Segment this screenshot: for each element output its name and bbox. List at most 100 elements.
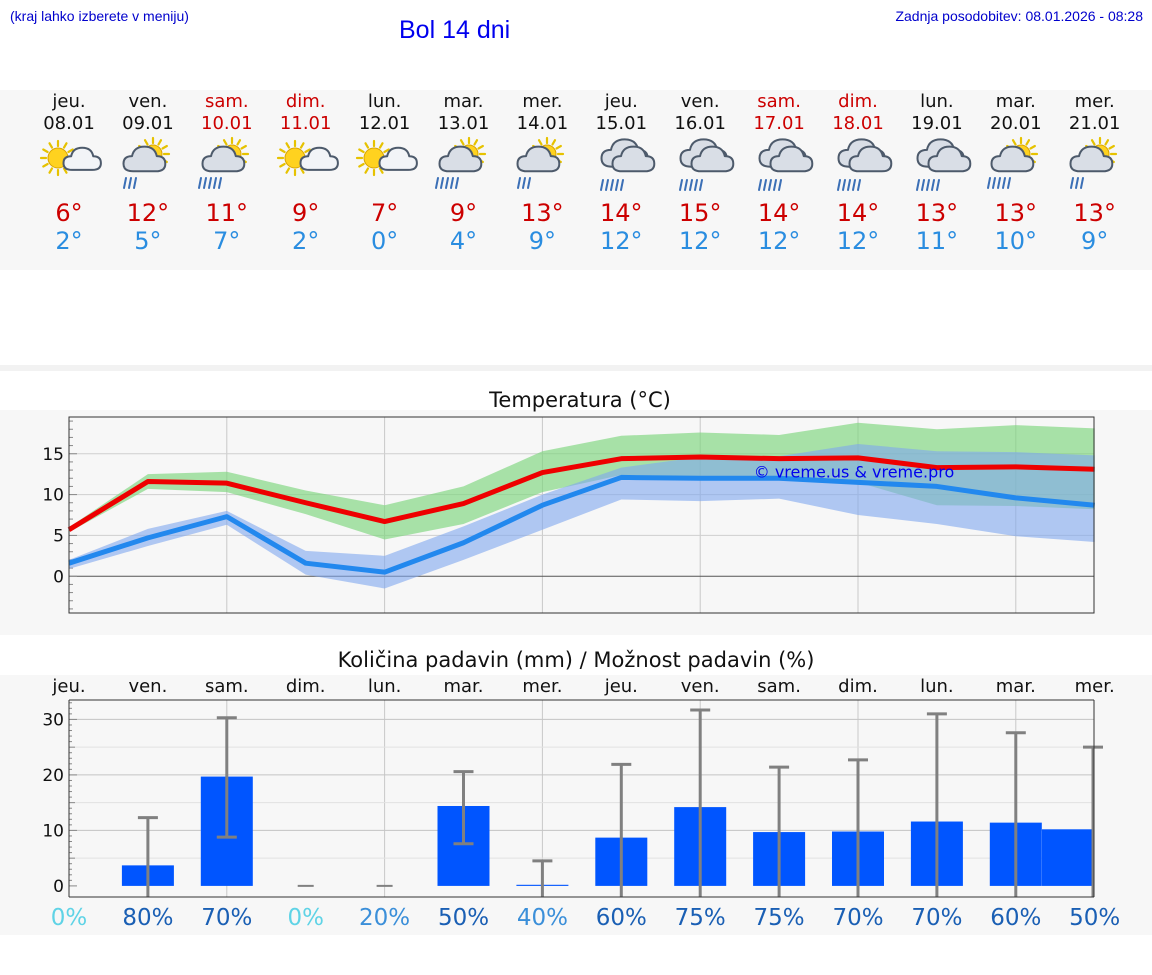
precip-day-label: jeu. bbox=[52, 676, 86, 697]
precip-probability: 60% bbox=[595, 905, 647, 931]
sun-cloud-rain-icon bbox=[516, 136, 565, 189]
location-menu-hint[interactable]: (kraj lahko izberete v meniju) bbox=[10, 8, 189, 24]
day-name: mar. bbox=[443, 91, 484, 112]
day-name: lun. bbox=[920, 91, 954, 112]
precip-probability: 40% bbox=[516, 905, 568, 931]
precip-probability: 0% bbox=[287, 905, 324, 931]
precip-probability: 0% bbox=[50, 905, 88, 931]
min-temp: 12° bbox=[600, 227, 643, 255]
precip-ytick-label: 10 bbox=[42, 821, 64, 841]
precip-bar bbox=[1042, 829, 1094, 886]
precip-ytick-label: 30 bbox=[42, 710, 64, 730]
temp-line-min bbox=[68, 474, 1095, 575]
min-temp: 12° bbox=[836, 227, 880, 255]
temperature-chart: 0 5 10 15 © vreme.us & vreme.pro bbox=[42, 416, 1095, 614]
sun-cloud-icon bbox=[39, 139, 102, 177]
day-date: 21.01 bbox=[1068, 113, 1121, 134]
separator-band bbox=[0, 365, 1152, 371]
day-name: mer. bbox=[1074, 91, 1115, 112]
precip-day-label: mar. bbox=[443, 676, 484, 697]
temp-ytick-label: 0 bbox=[53, 567, 64, 587]
precip-day-label: lun. bbox=[367, 676, 402, 697]
day-name: ven. bbox=[128, 91, 168, 112]
max-temp: 13° bbox=[1073, 199, 1116, 227]
precip-day-label: ven. bbox=[128, 676, 168, 697]
precip-probability: 75% bbox=[674, 905, 726, 931]
precip-day-label: mer. bbox=[522, 676, 563, 697]
min-temp: 5° bbox=[134, 227, 162, 255]
day-name: jeu. bbox=[52, 91, 86, 112]
watermark-text: © vreme.us & vreme.pro bbox=[754, 462, 955, 481]
min-temp: 9° bbox=[528, 227, 557, 255]
cloud-rain-icon bbox=[758, 138, 814, 191]
day-date: 14.01 bbox=[516, 113, 569, 134]
max-temp: 9° bbox=[449, 199, 478, 227]
sun-cloud-heavy-rain-icon bbox=[434, 136, 486, 189]
temp-ytick-label: 10 bbox=[42, 486, 64, 506]
day-date: 18.01 bbox=[832, 113, 884, 134]
precip-probability: 75% bbox=[753, 905, 805, 931]
day-name: dim. bbox=[838, 91, 878, 112]
precip-probability: 70% bbox=[201, 905, 253, 931]
day-name: mer. bbox=[522, 91, 563, 112]
day-date: 17.01 bbox=[753, 113, 805, 134]
day-date: 16.01 bbox=[674, 113, 726, 134]
temp-frame bbox=[68, 416, 1095, 614]
max-temp: 13° bbox=[915, 199, 959, 227]
sun-cloud-rain-icon bbox=[1069, 136, 1117, 189]
day-name: sam. bbox=[204, 91, 249, 112]
day-date: 13.01 bbox=[437, 113, 490, 134]
precip-ytick-label: 0 bbox=[53, 877, 64, 897]
day-date: 20.01 bbox=[990, 113, 1042, 134]
max-temp: 7° bbox=[370, 199, 399, 227]
precip-probability: 80% bbox=[122, 905, 174, 931]
cloud-rain-icon bbox=[837, 138, 893, 191]
precip-day-label: sam. bbox=[757, 676, 801, 697]
day-name: mar. bbox=[995, 91, 1036, 112]
temp-ytick-label: 5 bbox=[53, 526, 64, 546]
precip-probability: 70% bbox=[911, 905, 963, 931]
max-temp: 14° bbox=[836, 199, 880, 227]
precip-day-label: mar. bbox=[995, 676, 1036, 697]
forecast-band bbox=[0, 90, 1152, 270]
cloud-rain-icon bbox=[600, 138, 656, 191]
day-name: lun. bbox=[367, 91, 402, 112]
precip-probability: 50% bbox=[437, 905, 490, 931]
precipitation-chart: 0 10 20 30 bbox=[42, 699, 1103, 898]
day-date: 11.01 bbox=[279, 113, 332, 134]
min-temp: 12° bbox=[757, 227, 801, 255]
max-temp: 11° bbox=[205, 199, 249, 227]
temp-line-max bbox=[67, 454, 1095, 532]
max-temp: 12° bbox=[126, 199, 170, 227]
precipitation-chart-title: Količina padavin (mm) / Možnost padavin … bbox=[337, 648, 815, 672]
day-date: 09.01 bbox=[122, 113, 174, 134]
sun-cloud-rain-icon bbox=[122, 136, 170, 189]
max-temp: 13° bbox=[994, 199, 1038, 227]
min-temp: 4° bbox=[449, 227, 478, 255]
last-updated: Zadnja posodobitev: 08.01.2026 - 08:28 bbox=[895, 8, 1143, 24]
max-temp: 13° bbox=[521, 199, 564, 227]
precip-probability: 50% bbox=[1069, 905, 1121, 931]
page-title: Bol 14 dni bbox=[399, 16, 511, 44]
precip-probability: 20% bbox=[359, 905, 411, 931]
min-temp: 12° bbox=[678, 227, 722, 255]
max-temp: 15° bbox=[678, 199, 722, 227]
max-temp: 14° bbox=[757, 199, 801, 227]
day-date: 19.01 bbox=[911, 113, 963, 134]
min-temp: 0° bbox=[370, 227, 399, 255]
temp-ytick-label: 15 bbox=[42, 445, 64, 465]
cloud-rain-icon bbox=[915, 138, 972, 191]
min-temp: 9° bbox=[1081, 227, 1109, 255]
max-temp: 14° bbox=[600, 199, 643, 227]
day-name: jeu. bbox=[604, 91, 638, 112]
precip-probability: 60% bbox=[990, 905, 1042, 931]
precip-probability: 70% bbox=[832, 905, 884, 931]
precip-day-label: dim. bbox=[285, 676, 326, 697]
min-temp: 2° bbox=[55, 227, 83, 255]
precip-ytick-label: 20 bbox=[42, 766, 64, 786]
cloud-rain-icon bbox=[679, 138, 735, 191]
sun-cloud-icon bbox=[355, 139, 418, 177]
day-name: ven. bbox=[680, 91, 720, 112]
temperature-chart-title: Temperatura (°C) bbox=[489, 388, 671, 412]
precip-day-label: jeu. bbox=[604, 676, 638, 697]
